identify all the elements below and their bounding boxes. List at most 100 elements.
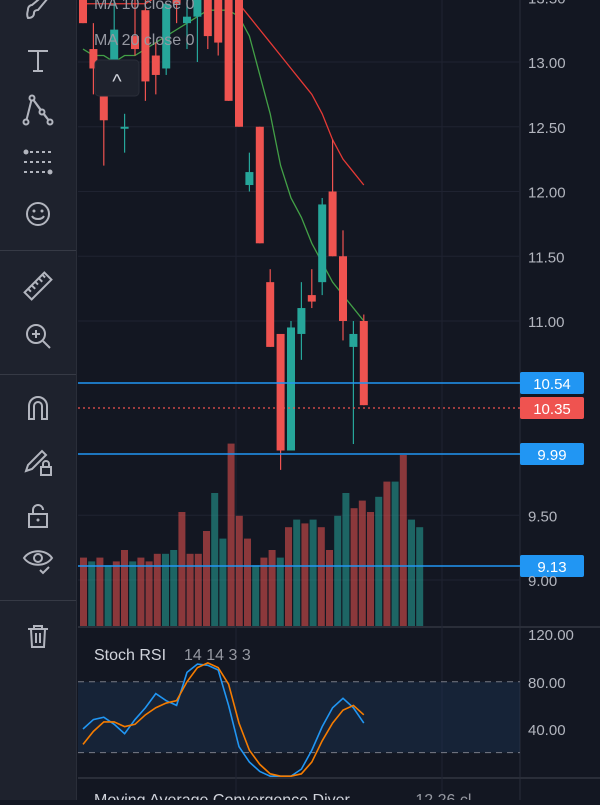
- volume-bar: [137, 557, 145, 626]
- stoch-rsi-pane: 120.00 80.00 40.00: [78, 627, 574, 777]
- stoch-tick-label: 40.00: [528, 722, 566, 739]
- candle-body: [349, 333, 358, 347]
- candle-body: [266, 282, 275, 347]
- volume-bar: [104, 565, 112, 626]
- candle-body: [328, 191, 337, 257]
- ma20-line: [83, 0, 365, 186]
- chevron-up-icon[interactable]: ^: [112, 71, 122, 93]
- volume-bars: [80, 443, 424, 626]
- volume-bar: [153, 553, 161, 626]
- candle-body: [255, 126, 264, 244]
- volume-bar: [219, 538, 227, 626]
- price-label-text: 10.54: [533, 376, 571, 393]
- price-tick-label: 9.50: [528, 508, 557, 525]
- brush-tool-icon[interactable]: [14, 0, 62, 30]
- fib-tool-icon[interactable]: [14, 140, 62, 184]
- stoch-legend: Stoch RSI 14 14 3 3: [94, 647, 251, 664]
- volume-bar: [293, 519, 301, 626]
- macd-value: -12.26 cl: [410, 792, 471, 800]
- price-label-badge[interactable]: [520, 372, 584, 394]
- pattern-tool-icon[interactable]: [14, 88, 62, 132]
- volume-bar: [268, 550, 276, 626]
- candle-body: [287, 327, 295, 451]
- lock-icon[interactable]: [14, 494, 62, 538]
- volume-bar: [194, 553, 202, 626]
- candlesticks: [79, 0, 368, 470]
- pencil-lock-icon[interactable]: [14, 440, 62, 484]
- eye-icon[interactable]: [14, 538, 62, 582]
- volume-bar: [334, 515, 342, 626]
- volume-bar: [416, 527, 424, 626]
- price-tick-label: 9.00: [528, 573, 557, 590]
- ma10-line: [82, 9, 365, 322]
- text-tool-icon[interactable]: [14, 38, 62, 82]
- ma20-legend: MA 20 close 0: [94, 32, 195, 49]
- candle-body: [172, 0, 181, 4]
- candle-body: [110, 29, 119, 75]
- candle-body: [89, 49, 98, 69]
- ruler-icon[interactable]: [14, 264, 62, 308]
- candle-body: [339, 256, 347, 321]
- price-label-badge[interactable]: [520, 443, 584, 465]
- price-axis[interactable]: 13.50 13.00 12.50 12.00 11.50 11.00 9.50 9.00: [528, 0, 566, 590]
- candle-body: [131, 36, 139, 50]
- legend-collapse-button[interactable]: [94, 59, 140, 97]
- volume-bar: [96, 557, 104, 626]
- magnet-icon[interactable]: [14, 386, 62, 430]
- moving-average-lines: [82, 0, 365, 322]
- volume-bar: [227, 443, 235, 626]
- price-tick-label: 12.00: [528, 185, 566, 202]
- volume-bar: [317, 527, 325, 626]
- volume-bar: [203, 531, 210, 626]
- drawing-toolbar: [0, 0, 77, 800]
- stoch-params: 14 14 3 3: [184, 647, 251, 664]
- trash-icon[interactable]: [14, 614, 62, 658]
- candle-body: [99, 87, 108, 121]
- volume-bar: [367, 512, 374, 626]
- volume-bar: [350, 508, 358, 626]
- candle-body: [359, 321, 368, 406]
- volume-bar: [285, 527, 292, 626]
- volume-bar: [309, 519, 317, 626]
- volume-bar: [375, 496, 383, 626]
- candle-body: [183, 16, 191, 24]
- volume-bar: [326, 550, 333, 626]
- candle-body: [318, 204, 327, 283]
- price-tick-label: 11.50: [528, 249, 564, 266]
- candle-body: [203, 0, 212, 37]
- volume-bar: [399, 455, 407, 626]
- volume-bar: [211, 493, 219, 626]
- ma10-legend: MA 10 close 0: [94, 0, 195, 13]
- volume-bar: [408, 519, 415, 626]
- volume-bar: [244, 538, 251, 626]
- volume-bar: [358, 500, 366, 626]
- zoom-in-icon[interactable]: [14, 314, 62, 358]
- price-tick-label: 13.50: [528, 0, 566, 7]
- candle-body: [276, 333, 285, 451]
- candle-body: [214, 0, 223, 43]
- volume-bar: [391, 481, 399, 626]
- ma-legend: MA 10 close 0 MA 20 close 0 ^: [94, 0, 195, 97]
- price-tick-label: 11.00: [528, 314, 564, 331]
- candle-body: [141, 10, 150, 82]
- horizontal-lines[interactable]: 10.54 10.35 9.99 9.13: [78, 372, 584, 577]
- macd-label: Moving Average Convergence Diver...: [94, 792, 362, 800]
- volume-bar: [80, 557, 87, 626]
- candle-body: [224, 0, 233, 101]
- volume-bar: [186, 553, 194, 626]
- volume-bar: [260, 557, 268, 626]
- price-label-badge[interactable]: [520, 555, 584, 577]
- candle-body: [162, 3, 171, 69]
- macd-legend: Moving Average Convergence Diver... -12.…: [94, 792, 471, 805]
- volume-bar: [235, 515, 243, 626]
- volume-bar: [121, 550, 128, 626]
- emoji-tool-icon[interactable]: [14, 192, 62, 236]
- candle-body: [151, 55, 160, 75]
- price-tick-label: 12.50: [528, 120, 566, 137]
- candle-body: [235, 0, 243, 127]
- price-label-badge[interactable]: [520, 397, 584, 419]
- stoch-tick-label: 120.00: [528, 627, 574, 644]
- stoch-label: Stoch RSI: [94, 647, 166, 664]
